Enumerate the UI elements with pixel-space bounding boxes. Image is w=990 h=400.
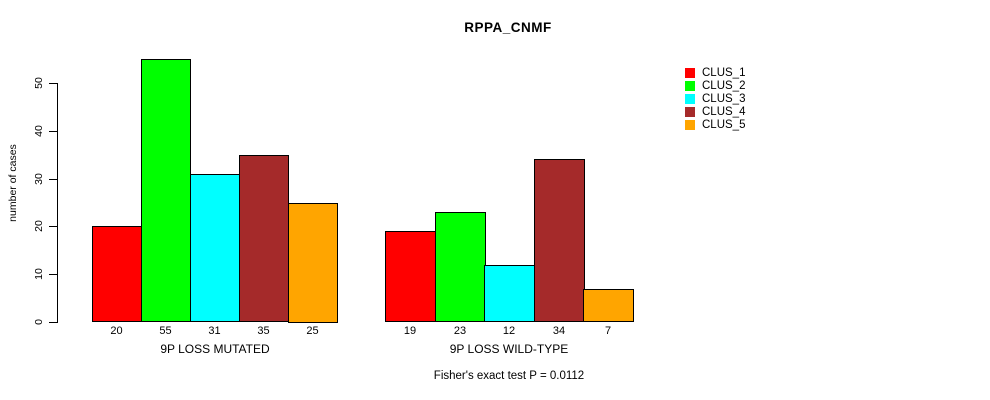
- bar-value-label: 34: [552, 325, 566, 337]
- bar-clus_1: [385, 231, 436, 322]
- legend-label: CLUS_2: [702, 79, 746, 92]
- y-tick-label: 0: [33, 319, 45, 325]
- group-label: 9P LOSS MUTATED: [160, 342, 270, 356]
- y-tick-mark: [49, 322, 57, 323]
- y-tick-label: 20: [33, 220, 45, 232]
- chart-title: RPPA_CNMF: [464, 20, 552, 35]
- footnote: Fisher's exact test P = 0.0112: [433, 370, 585, 382]
- legend-swatch-icon: [685, 67, 695, 78]
- y-axis-line: [57, 83, 58, 323]
- bar-clus_4: [534, 159, 585, 322]
- legend-label: CLUS_3: [702, 92, 746, 105]
- y-tick-mark: [49, 179, 57, 180]
- y-axis-label: number of cases: [7, 144, 19, 222]
- bar-clus_5: [583, 289, 634, 322]
- y-tick-label: 10: [33, 268, 45, 280]
- bar-value-label: 35: [257, 325, 270, 337]
- legend-label: CLUS_1: [702, 66, 746, 79]
- legend-label: CLUS_5: [702, 118, 746, 131]
- bar-clus_2: [435, 212, 486, 322]
- legend-row-clus_5: CLUS_5: [685, 118, 745, 131]
- bar-value-label: 55: [159, 325, 172, 337]
- y-tick-mark: [49, 226, 57, 227]
- bar-value-label: 12: [502, 325, 516, 337]
- group-label: 9P LOSS WILD-TYPE: [449, 342, 569, 356]
- legend: CLUS_1 CLUS_2 CLUS_3 CLUS_4 CLUS_5: [685, 66, 745, 131]
- legend-swatch-icon: [685, 106, 695, 117]
- legend-row-clus_3: CLUS_3: [685, 92, 745, 105]
- bar-clus_4: [239, 155, 289, 322]
- y-tick-mark: [49, 131, 57, 132]
- bar-clus_5: [288, 203, 338, 323]
- legend-swatch-icon: [685, 80, 695, 91]
- bar-clus_3: [484, 265, 535, 322]
- y-tick-mark: [49, 83, 57, 84]
- bar-value-label: 7: [604, 325, 612, 337]
- legend-swatch-icon: [685, 119, 695, 130]
- bar-value-label: 25: [306, 325, 319, 337]
- legend-label: CLUS_4: [702, 105, 746, 118]
- bar-clus_1: [92, 226, 142, 322]
- bar-value-label: 19: [403, 325, 417, 337]
- bar-clus_3: [190, 174, 240, 322]
- y-tick-label: 50: [33, 77, 45, 89]
- y-tick-mark: [49, 274, 57, 275]
- y-tick-label: 30: [33, 173, 45, 185]
- y-tick-label: 40: [33, 125, 45, 137]
- legend-row-clus_2: CLUS_2: [685, 79, 745, 92]
- legend-row-clus_1: CLUS_1: [685, 66, 745, 79]
- bar-value-label: 23: [453, 325, 467, 337]
- legend-row-clus_4: CLUS_4: [685, 105, 745, 118]
- legend-swatch-icon: [685, 93, 695, 104]
- bar-clus_2: [141, 59, 191, 322]
- bar-value-label: 31: [208, 325, 221, 337]
- bar-value-label: 20: [110, 325, 123, 337]
